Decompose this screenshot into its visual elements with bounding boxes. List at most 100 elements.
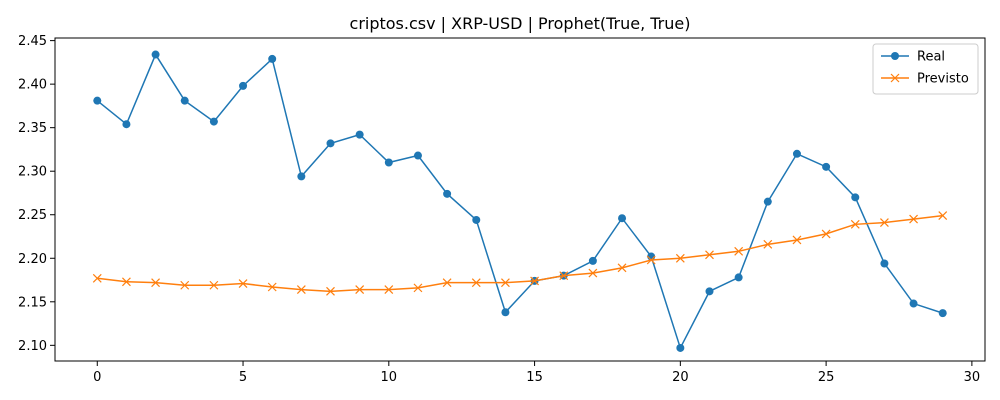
x-marker-stroke: [559, 271, 569, 281]
x-marker-stroke: [326, 286, 335, 296]
data-point-previsto: [530, 276, 540, 286]
y-tick-label: 2.30: [18, 165, 47, 180]
x-marker-stroke: [938, 211, 948, 221]
x-tick-label: 25: [818, 370, 835, 385]
legend-marker-previsto: [890, 73, 900, 83]
x-marker-stroke: [209, 280, 219, 290]
data-point-real: [792, 149, 801, 158]
x-marker-stroke: [530, 276, 540, 286]
data-point-previsto: [209, 280, 219, 290]
x-marker-stroke: [617, 263, 627, 273]
data-point-real: [705, 287, 714, 296]
legend-label-real: Real: [917, 50, 945, 65]
x-tick-label: 5: [239, 370, 247, 385]
x-marker-stroke: [588, 268, 598, 278]
data-point-real: [588, 256, 597, 265]
x-marker-stroke: [763, 239, 773, 249]
x-marker-stroke: [850, 219, 860, 229]
plot-area: [54, 37, 986, 362]
x-marker-stroke: [879, 218, 889, 227]
data-point-previsto: [384, 285, 394, 295]
y-tick-label: 2.20: [18, 252, 47, 267]
data-point-previsto: [180, 280, 190, 290]
y-tick-label: 2.35: [18, 121, 47, 136]
data-point-previsto: [646, 255, 656, 265]
data-point-previsto: [850, 219, 860, 229]
x-marker-stroke: [92, 273, 102, 283]
data-point-previsto: [821, 229, 831, 239]
data-point-real: [851, 193, 860, 202]
data-point-previsto: [355, 285, 365, 295]
x-marker-stroke: [355, 285, 365, 295]
data-point-real: [151, 50, 160, 59]
legend-label-previsto: Previsto: [917, 72, 969, 87]
data-point-real: [355, 130, 364, 139]
y-axis: 2.10 2.15 2.20 2.25 2.30 2.35 2.40 2.45: [18, 34, 55, 354]
data-point-real: [909, 299, 918, 308]
x-marker-stroke: [821, 229, 831, 239]
x-marker-stroke: [909, 214, 918, 224]
x-marker-stroke: [442, 278, 452, 288]
x-marker-stroke: [122, 277, 131, 287]
data-point-previsto: [122, 277, 131, 287]
series-line-real: [96, 52, 943, 350]
data-point-previsto: [734, 246, 744, 256]
data-point-real: [472, 215, 481, 224]
x-marker-stroke: [267, 282, 277, 292]
data-point-real: [93, 96, 102, 105]
data-point-real: [501, 308, 510, 317]
x-tick-label: 0: [93, 370, 101, 385]
data-point-previsto: [675, 253, 685, 263]
data-point-previsto: [559, 271, 569, 281]
data-point-previsto: [471, 278, 481, 288]
x-tick-label: 20: [672, 370, 689, 385]
data-point-previsto: [617, 263, 627, 273]
x-marker-stroke: [734, 246, 744, 256]
x-tick-label: 30: [964, 370, 981, 385]
data-point-previsto: [588, 268, 598, 278]
data-point-real: [618, 214, 627, 223]
x-marker-stroke: [180, 280, 190, 290]
data-point-previsto: [442, 278, 452, 288]
data-point-real: [122, 120, 131, 129]
data-point-previsto: [238, 279, 248, 288]
x-marker-stroke: [792, 235, 802, 245]
chart-title: criptos.csv | XRP-USD | Prophet(True, Tr…: [350, 14, 691, 33]
data-point-previsto: [267, 282, 277, 292]
data-point-real: [326, 139, 335, 148]
x-marker-stroke: [705, 250, 714, 260]
x-marker-stroke: [296, 285, 306, 295]
x-marker-stroke: [413, 283, 423, 293]
x-marker-stroke: [646, 255, 656, 265]
data-point-real: [734, 273, 743, 282]
data-point-real: [384, 158, 393, 167]
x-marker-stroke: [890, 73, 900, 83]
series-line-previsto: [97, 214, 943, 293]
data-point-previsto: [909, 214, 918, 224]
data-point-real: [268, 54, 277, 63]
data-point-real: [676, 343, 685, 352]
data-point-real: [763, 197, 772, 206]
x-marker-stroke: [471, 278, 481, 288]
data-point-previsto: [413, 283, 423, 293]
x-marker-stroke: [238, 279, 248, 288]
data-point-real: [180, 96, 189, 105]
data-point-previsto: [500, 278, 510, 288]
data-point-previsto: [879, 218, 889, 227]
y-tick-label: 2.15: [18, 295, 47, 310]
legend-marker-real: [891, 52, 899, 60]
data-point-real: [413, 151, 422, 160]
data-point-previsto: [326, 286, 335, 296]
data-point-real: [239, 81, 248, 90]
legend: Real Previsto: [872, 43, 979, 95]
data-point-real: [938, 309, 947, 318]
data-point-previsto: [92, 273, 102, 283]
x-marker-stroke: [384, 285, 394, 295]
data-point-real: [822, 162, 831, 171]
x-tick-label: 10: [381, 370, 398, 385]
data-point-real: [443, 189, 452, 198]
data-point-previsto: [763, 239, 773, 249]
data-point-real: [209, 117, 218, 126]
data-point-previsto: [296, 285, 306, 295]
